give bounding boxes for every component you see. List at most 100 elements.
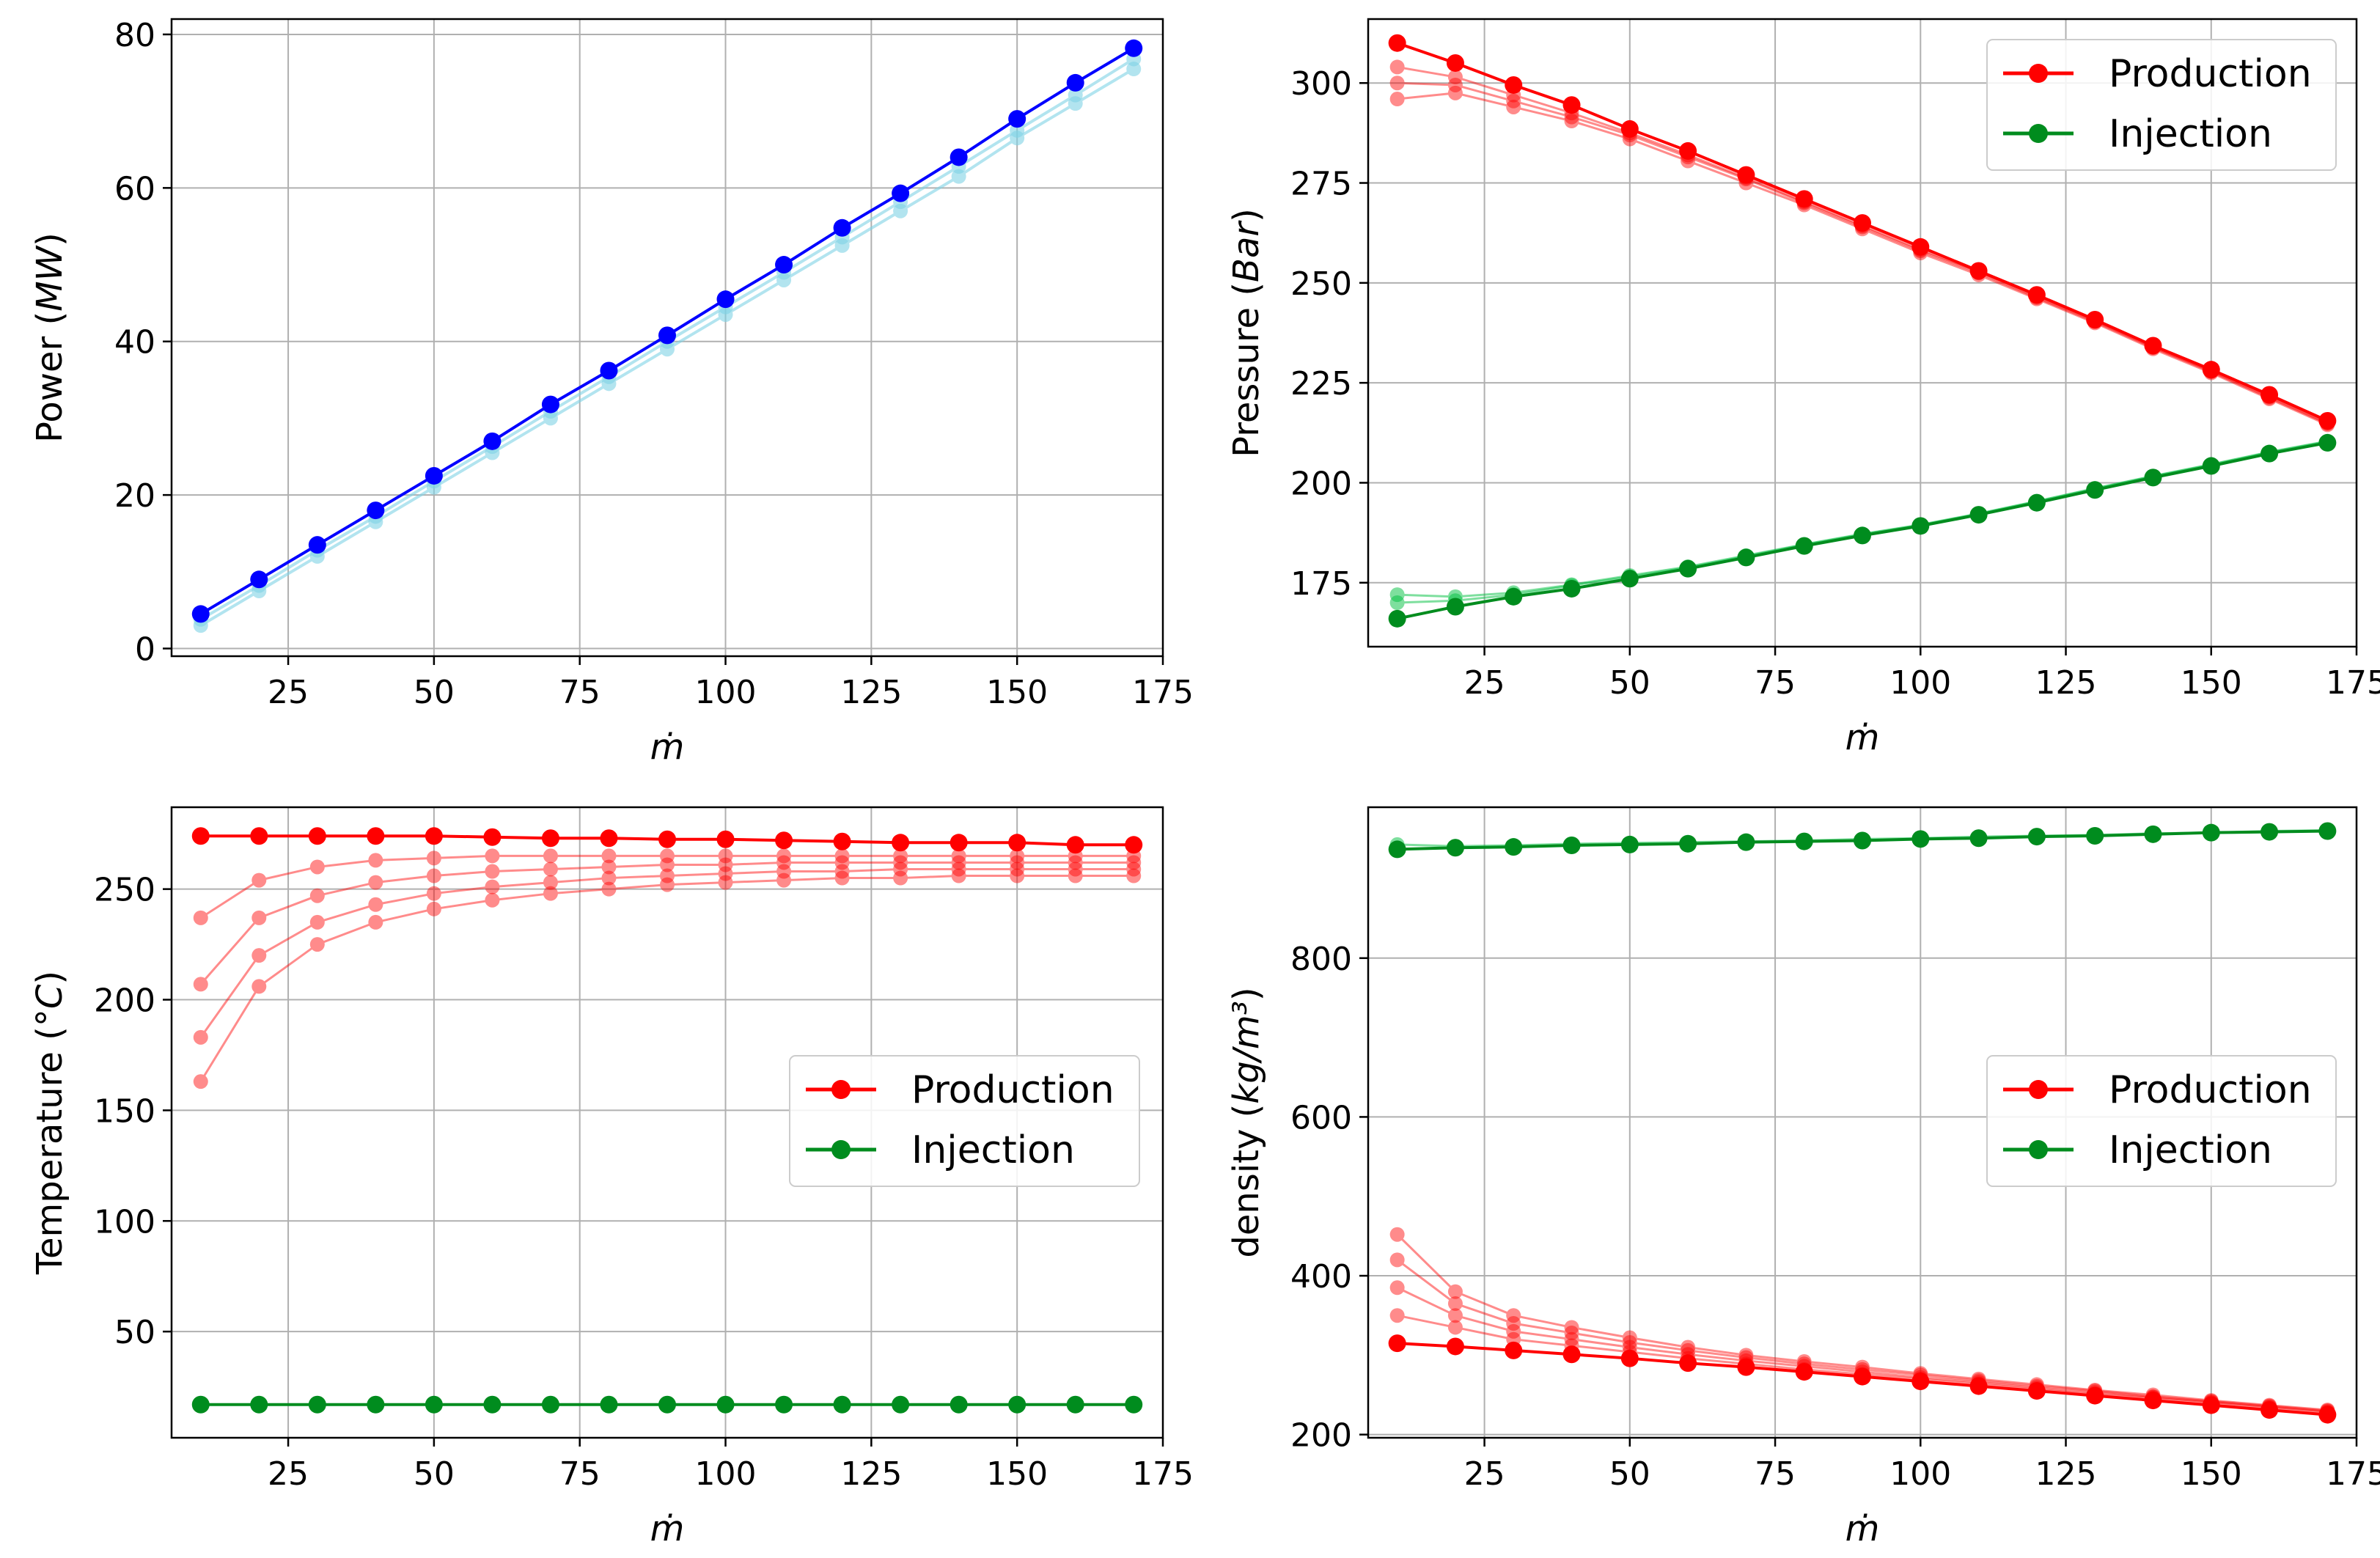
data-point <box>600 361 618 380</box>
data-point <box>1446 839 1464 857</box>
data-point <box>2144 468 2162 487</box>
data-point <box>1447 70 1463 85</box>
x-tick-label: 125 <box>2035 1455 2097 1493</box>
y-axis-label-unit: Bar <box>1226 220 1267 282</box>
data-point <box>2027 1382 2046 1400</box>
series-production <box>193 861 1142 1045</box>
data-point <box>834 870 850 886</box>
legend-box <box>1986 1055 2337 1187</box>
y-tick-label: 300 <box>1290 65 1352 103</box>
x-axis-label: ṁ <box>650 1508 685 1549</box>
data-point <box>718 866 733 881</box>
data-point <box>250 570 268 589</box>
data-point <box>1389 595 1405 611</box>
data-point <box>1564 109 1579 125</box>
data-point <box>601 870 617 886</box>
data-point <box>776 848 792 864</box>
data-point <box>191 605 210 623</box>
y-axis-label-text: Temperature ( <box>29 1026 70 1275</box>
chart-power: 25 50 75 100 125 150 175 0 20 40 60 80 ṁ Power (MW) <box>29 17 1194 768</box>
data-point <box>426 901 441 916</box>
data-point <box>485 848 500 864</box>
data-point <box>2318 433 2337 452</box>
data-point <box>2086 826 2104 845</box>
data-point <box>951 868 966 883</box>
data-point <box>600 1395 618 1414</box>
data-point <box>2202 1396 2220 1414</box>
x-tick-label: 125 <box>840 674 902 711</box>
data-point <box>950 834 968 852</box>
data-point <box>1447 77 1463 92</box>
data-point <box>368 853 383 868</box>
y-axis-label-unit: MW <box>29 245 70 311</box>
data-point <box>775 256 793 274</box>
y-axis-label: Temperature (°C) <box>29 971 70 1275</box>
x-tick-label: 50 <box>414 674 455 711</box>
data-point <box>1562 96 1581 114</box>
data-point <box>2027 286 2046 304</box>
data-point <box>1681 1342 1696 1358</box>
data-point <box>660 868 675 883</box>
data-point <box>1447 1296 1463 1311</box>
x-tick-label: 25 <box>1464 1455 1505 1493</box>
y-tick-label: 40 <box>114 324 155 361</box>
x-axis-label: ṁ <box>1845 717 1880 758</box>
axes-frame <box>1367 18 2358 648</box>
data-point <box>2260 1401 2279 1419</box>
x-tick-label: 50 <box>1609 664 1650 702</box>
data-point <box>485 892 500 908</box>
x-tick-label: 25 <box>268 674 309 711</box>
data-point <box>1911 1373 1930 1391</box>
data-point <box>193 910 208 925</box>
series-line <box>199 875 1134 1082</box>
data-point <box>1008 834 1026 852</box>
data-point <box>601 859 617 875</box>
data-point <box>2144 1392 2162 1410</box>
data-point <box>368 914 383 930</box>
data-point <box>775 831 793 850</box>
data-point <box>2318 1405 2337 1424</box>
chart-pressure: 25 50 75 100 125 150 175 175 200 225 250 275 300 ṁ Pre… <box>1226 18 2380 758</box>
y-tick-label: 600 <box>1290 1099 1352 1136</box>
y-tick-label: 100 <box>94 1203 155 1241</box>
data-point <box>2086 481 2104 499</box>
chart-density: 25 50 75 100 125 150 175 200 400 600 800 ṁ density (… <box>1226 806 2380 1549</box>
data-point <box>2144 337 2162 355</box>
series-injection <box>1388 822 2337 859</box>
x-tick-label: 150 <box>2181 1455 2242 1493</box>
data-point <box>1562 579 1581 598</box>
data-point <box>1562 836 1581 854</box>
data-point <box>658 1395 676 1414</box>
axes-frame <box>1367 806 2358 1439</box>
data-point <box>658 830 676 848</box>
data-point <box>718 875 733 890</box>
data-point <box>426 850 441 866</box>
data-point <box>601 848 617 864</box>
data-point <box>834 855 850 870</box>
data-point <box>309 859 325 875</box>
legend-box <box>789 1055 1140 1187</box>
x-tick-label: 25 <box>1464 664 1505 702</box>
y-axis-label: Pressure (Bar) <box>1226 208 1267 458</box>
data-point <box>716 830 735 848</box>
x-tick-label: 175 <box>1132 674 1194 711</box>
data-point <box>776 872 792 888</box>
series-line <box>199 861 1134 985</box>
x-tick-label: 50 <box>1609 1455 1650 1493</box>
y-axis-label-close: ) <box>1226 987 1267 1001</box>
data-point <box>716 1395 735 1414</box>
data-point <box>833 218 851 237</box>
data-point <box>2318 822 2337 840</box>
y-tick-label: 80 <box>114 17 155 54</box>
data-point <box>1911 830 1930 848</box>
data-point <box>543 861 558 877</box>
data-point <box>1506 1316 1521 1331</box>
data-point <box>1564 114 1579 129</box>
data-point <box>1737 166 1755 184</box>
data-point <box>892 184 910 202</box>
y-tick-label: 0 <box>135 631 155 669</box>
data-point <box>1505 1341 1523 1359</box>
data-point <box>193 1029 208 1045</box>
y-axis-label-unit: °C <box>29 984 70 1026</box>
data-point <box>1562 1345 1581 1364</box>
